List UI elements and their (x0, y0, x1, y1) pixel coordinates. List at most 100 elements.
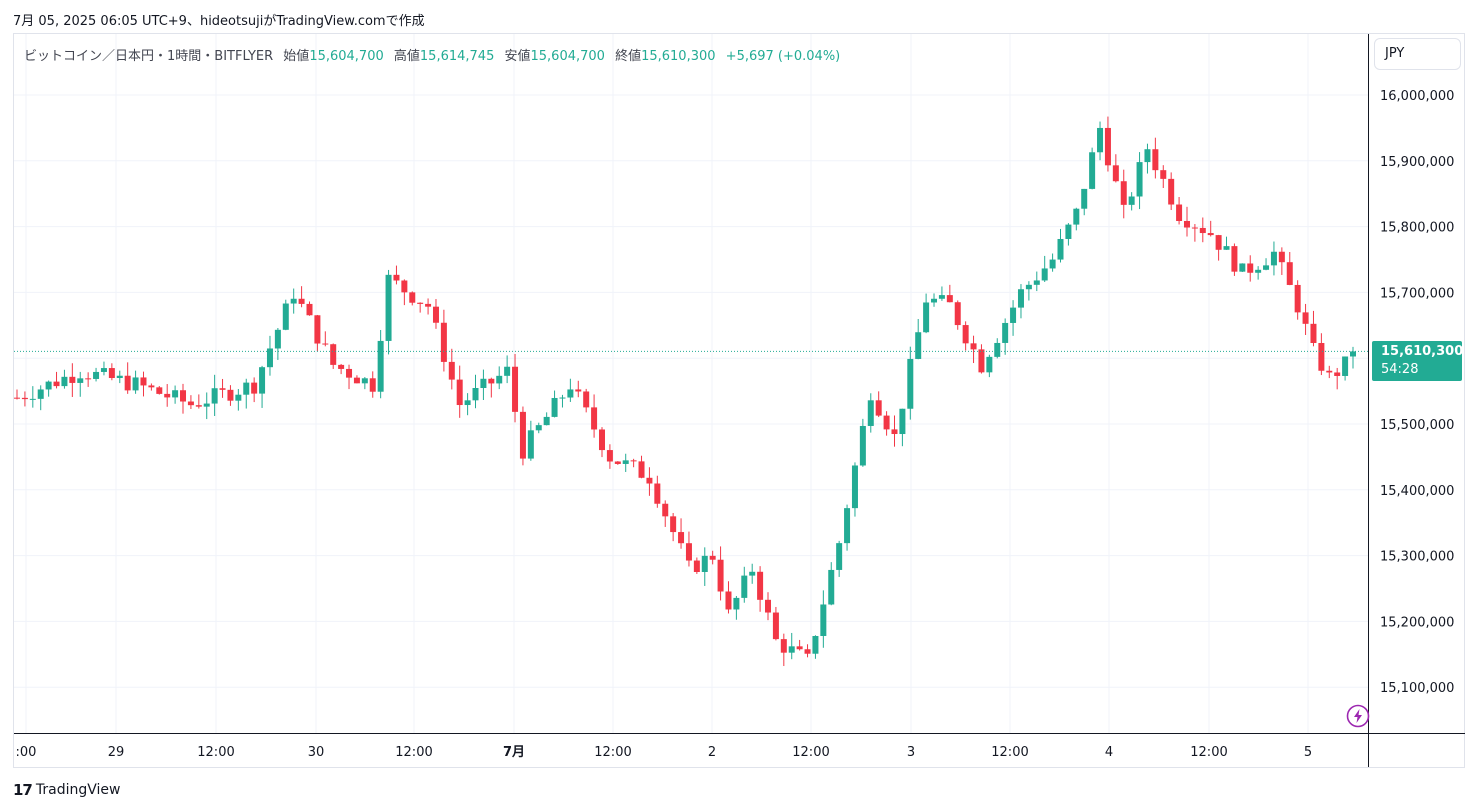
candle-down (1152, 149, 1159, 171)
grid-lines (14, 34, 1368, 733)
candle-down (796, 646, 803, 650)
candle-down (1112, 165, 1119, 182)
candle-up (1342, 356, 1349, 376)
candle-up (820, 604, 827, 636)
currency-button[interactable]: JPY (1374, 38, 1461, 70)
candle-down (322, 343, 329, 345)
candle-down (353, 377, 360, 384)
time-tick-label: 12:00 (197, 745, 234, 760)
candle-down (804, 649, 811, 654)
candle-up (1002, 322, 1009, 343)
candle-down (519, 411, 526, 459)
candle-up (899, 408, 906, 435)
candle-up (203, 403, 210, 407)
candle-down (69, 376, 76, 383)
candle-down (962, 325, 969, 344)
candle-down (298, 298, 305, 304)
candle-up (1097, 127, 1104, 153)
candle-up (907, 358, 914, 409)
candle-down (709, 555, 716, 560)
candle-up (29, 398, 36, 400)
footer-brand-text: TradingView (35, 782, 121, 798)
time-tick-label: 12:00 (395, 745, 432, 760)
candle-up (788, 646, 795, 653)
candle-up (1144, 149, 1151, 163)
candle-up (172, 390, 179, 398)
candle-down (780, 639, 787, 653)
candle-up (1017, 289, 1024, 308)
candle-up (1239, 263, 1246, 272)
time-tick-label: 12:00 (594, 745, 631, 760)
candle-up (1270, 251, 1277, 266)
candle-up (986, 356, 993, 373)
candle-up (938, 295, 945, 299)
candle-down (891, 429, 898, 435)
candle-down (164, 393, 171, 398)
time-tick-label: 12:00 (1190, 745, 1227, 760)
candle-up (274, 329, 281, 349)
close-value: 15,610,300 (641, 49, 716, 64)
candle-up (243, 382, 250, 395)
candle-up (211, 388, 218, 404)
candle-down (1176, 204, 1183, 221)
candle-down (1302, 312, 1309, 324)
candle-down (338, 364, 345, 369)
change-value: +5,697 (+0.04%) (725, 49, 841, 64)
time-axis: :00 29 12:00 30 12:00 7月 12:00 2 12:00 3 12:00 4 12:… (14, 733, 1465, 760)
last-price-tag: 15,610,300 54:28 (1372, 341, 1463, 381)
candle-down (448, 361, 455, 380)
time-tick-label: 2 (708, 745, 716, 760)
candle-down (1247, 263, 1254, 273)
price-tick-label: 15,900,000 (1380, 155, 1454, 170)
candle-down (765, 599, 772, 613)
candle-down (187, 401, 194, 406)
candle-down (393, 274, 400, 281)
candle-down (488, 378, 495, 384)
candle-up (1049, 259, 1056, 269)
candle-down (757, 571, 764, 600)
candle-down (1294, 284, 1301, 313)
candle-down (614, 461, 621, 464)
candle-up (1041, 268, 1048, 281)
candle-up (116, 375, 123, 379)
candle-up (259, 367, 266, 394)
candle-up (77, 378, 84, 383)
candle-down (512, 366, 519, 412)
candle-down (606, 450, 613, 462)
candle-down (583, 391, 590, 408)
candle-up (733, 597, 740, 610)
candle-up (844, 508, 851, 544)
candle-up (61, 376, 68, 387)
candle-up (361, 378, 368, 384)
time-tick-label: 30 (308, 745, 325, 760)
lightning-icon[interactable] (1346, 704, 1370, 728)
candle-down (369, 378, 376, 392)
high-label: 高値 (393, 49, 420, 64)
candle-down (1310, 323, 1317, 343)
candle-down (875, 400, 882, 416)
candle-up (812, 635, 819, 654)
time-tick-label: 3 (907, 745, 915, 760)
candle-down (85, 378, 92, 380)
candle-down (646, 477, 653, 484)
candle-down (219, 388, 226, 390)
footer-brand[interactable]: 17 TradingView (13, 781, 120, 799)
chart-frame (13, 33, 1465, 768)
low-value: 15,604,700 (530, 49, 605, 64)
time-tick-label: :00 (16, 745, 37, 760)
candle-up (1073, 208, 1080, 225)
candles (14, 116, 1368, 667)
candle-down (693, 560, 700, 572)
open-value: 15,604,700 (309, 49, 384, 64)
candle-up (377, 340, 384, 392)
candle-up (931, 298, 938, 303)
high-value: 15,614,745 (419, 49, 495, 64)
candle-up (851, 465, 858, 509)
candle-up (290, 298, 297, 304)
candle-down (1168, 178, 1175, 205)
candle-down (1326, 370, 1333, 373)
symbol-label[interactable]: ビットコイン／日本円・1時間・BITFLYER (24, 49, 274, 64)
candle-up (1350, 351, 1356, 357)
candle-up (464, 400, 471, 406)
